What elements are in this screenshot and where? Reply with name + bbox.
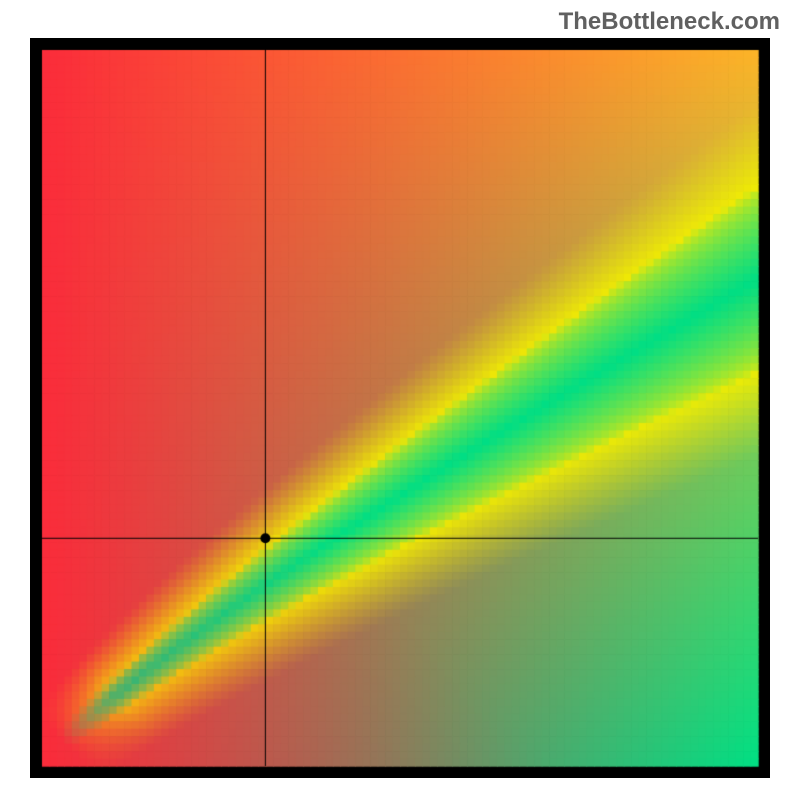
watermark-text: TheBottleneck.com (559, 8, 780, 36)
heatmap-plot (30, 38, 770, 778)
chart-container: TheBottleneck.com (0, 0, 800, 800)
heatmap-canvas (30, 38, 770, 778)
